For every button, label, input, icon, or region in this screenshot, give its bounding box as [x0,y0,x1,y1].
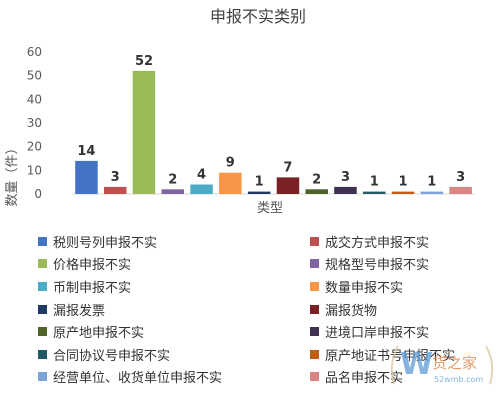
legend-item: 数量申报不实 [310,275,488,298]
legend-item: 漏报发票 [38,298,310,321]
legend-swatch [310,372,319,382]
bar [75,160,98,194]
legend-swatch [310,236,319,246]
legend-label: 币制申报不实 [53,280,132,296]
bar-value-label: 3 [341,170,350,185]
legend-item: 经营单位、收货单位申报不实 [38,366,310,389]
watermark-url: 52wmb.com [434,375,483,384]
legend-label: 价格申报不实 [53,258,132,274]
bar [449,186,472,194]
legend-label: 成交方式申报不实 [325,235,430,251]
bar-value-label: 14 [77,144,95,159]
bar-value-label: 1 [370,175,379,190]
legend-swatch [310,259,319,269]
legend-swatch [310,304,319,314]
bar [190,184,213,194]
chart-title: 申报不实类别 [210,7,306,26]
legend-item: 进境口岸申报不实 [310,320,488,343]
legend-swatch [38,327,47,337]
bar-value-label: 7 [283,160,292,175]
bar [132,70,156,194]
legend-swatch [38,281,47,291]
chart-legend: 税则号列申报不实 成交方式申报不实价格申报不实 规格型号申报不实币制申报不实 数量申报… [38,230,488,388]
bar-value-label: 4 [197,168,206,183]
legend-label: 原产地证书号申报不实 [325,348,456,364]
bar [363,191,386,194]
bar [276,177,300,194]
y-tick-label: 30 [27,116,42,130]
legend-swatch [310,349,319,359]
y-tick-label: 20 [27,140,42,154]
legend-item: 原产地申报不实 [38,320,310,343]
legend-swatch [310,327,319,337]
y-axis-ticks: 0 10 20 30 40 50 60 [27,45,42,201]
bar [334,186,357,194]
bar [104,186,127,194]
legend-label: 经营单位、收货单位申报不实 [53,371,223,387]
legend-swatch [38,259,47,269]
legend-item: 价格申报不实 [38,253,310,276]
legend-swatch [38,372,47,382]
legend-swatch [310,281,319,291]
watermark-name: 货之家 [432,354,477,372]
legend-label: 税则号列申报不实 [53,235,158,251]
legend-item: 漏报货物 [310,298,488,321]
legend-swatch [38,304,47,314]
y-tick-label: 10 [27,163,42,177]
x-axis-label: 类型 [257,201,283,216]
bar-value-label: 1 [427,175,436,190]
bar-value-label: 3 [111,170,120,185]
legend-item: 品名申报不实 [310,366,488,389]
legend-item: 成交方式申报不实 [310,230,488,253]
legend-label: 合同协议号申报不实 [53,348,171,364]
bar-value-label: 52 [135,54,153,69]
legend-item: 税则号列申报不实 [38,230,310,253]
legend-label: 漏报货物 [325,303,378,319]
legend-item: 币制申报不实 [38,275,310,298]
legend-item: 合同协议号申报不实 [38,343,310,366]
bar-value-label: 3 [456,170,465,185]
legend-swatch [38,236,47,246]
bar-value-label: 1 [255,175,264,190]
legend-item: 原产地证书号申报不实 [310,343,488,366]
watermark-w-letter: W [400,347,433,382]
bar [420,191,444,194]
legend-label: 品名申报不实 [325,371,404,387]
watermark-logo: W 货之家 52wmb.com [390,345,494,385]
value-labels: 14 3 52 2 4 9 1 7 2 3 1 1 1 3 [77,54,465,190]
y-tick-label: 50 [27,69,42,83]
legend-swatch [38,349,47,359]
legend-label: 数量申报不实 [325,280,404,296]
bar-value-label: 2 [168,172,177,187]
bar [305,189,328,194]
bar [161,189,184,194]
legend-label: 进境口岸申报不实 [325,326,430,342]
y-axis-label: 数量（件） [5,141,20,206]
bar-value-label: 1 [398,175,407,190]
bar-value-label: 9 [226,156,235,171]
legend-label: 原产地申报不实 [53,326,145,342]
legend-item: 规格型号申报不实 [310,253,488,276]
bar-value-label: 2 [312,172,321,187]
legend-label: 规格型号申报不实 [325,258,430,274]
bar [247,191,271,194]
legend-label: 漏报发票 [53,303,106,319]
bar [391,191,415,194]
bar [219,172,242,194]
y-tick-label: 0 [34,187,42,201]
y-tick-label: 60 [27,45,42,59]
y-tick-label: 40 [27,92,42,106]
bars [75,70,472,194]
